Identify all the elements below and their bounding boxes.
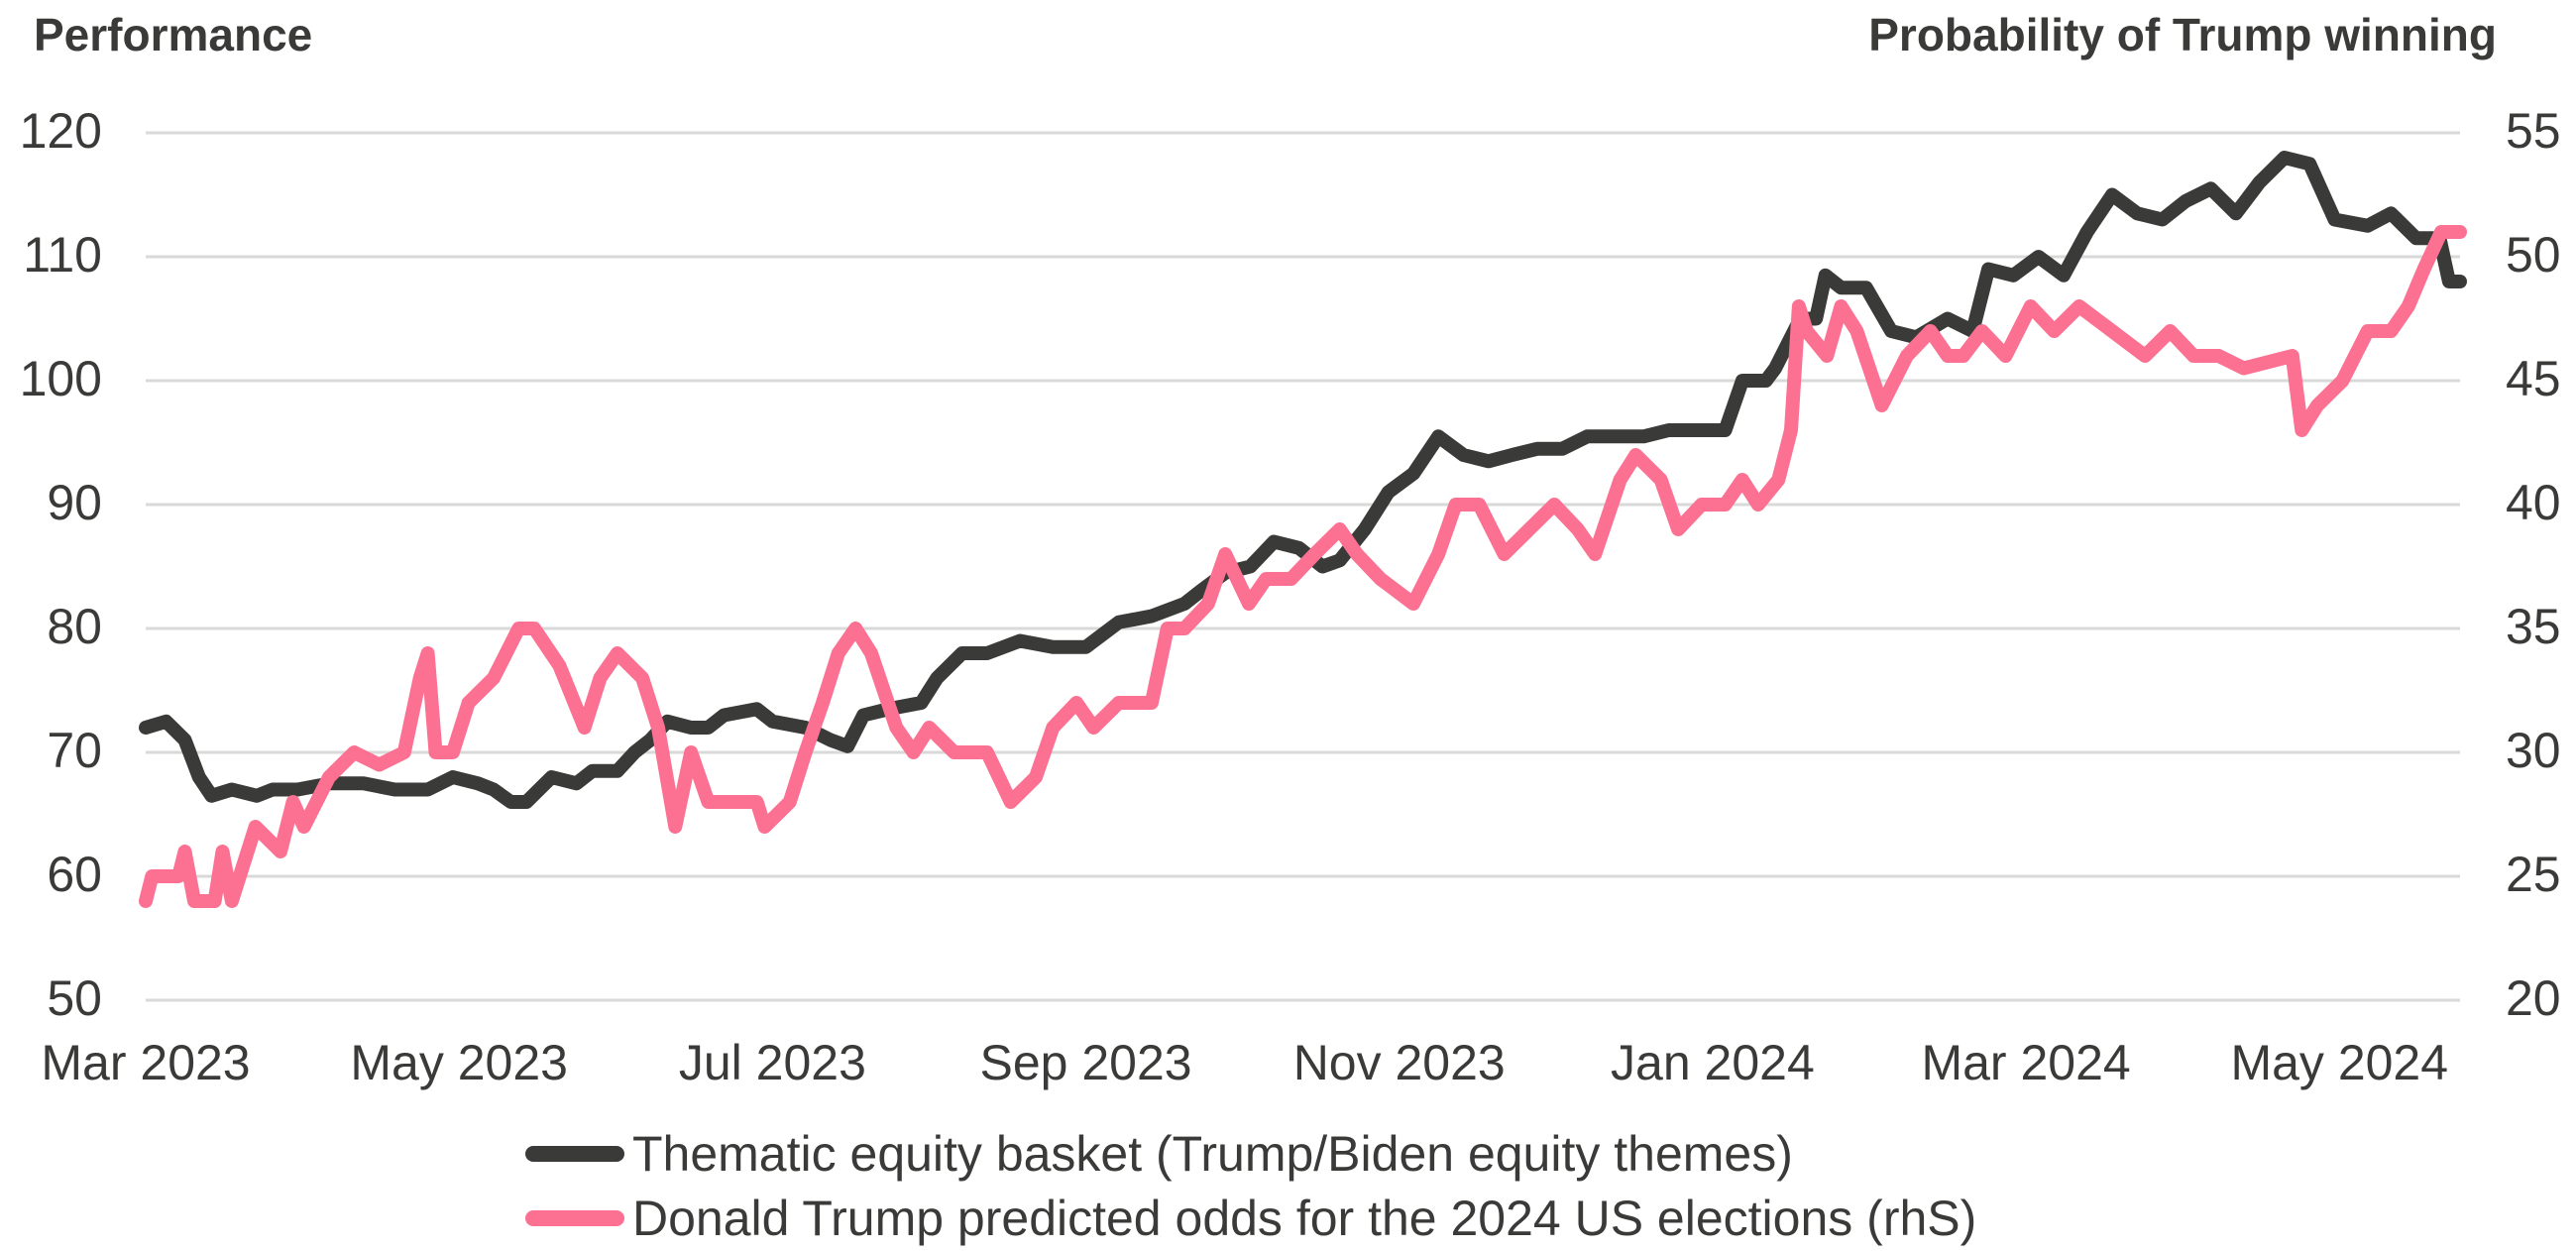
x-tick: Jan 2024 — [1611, 1035, 1815, 1090]
x-tick: Nov 2023 — [1292, 1035, 1506, 1090]
left-y-tick: 110 — [23, 227, 102, 283]
right-y-tick: 50 — [2506, 227, 2561, 283]
legend-swatch-odds — [525, 1210, 624, 1226]
right-y-tick: 30 — [2506, 723, 2561, 778]
x-tick: Mar 2024 — [1921, 1035, 2131, 1090]
legend-label-odds: Donald Trump predicted odds for the 2024… — [632, 1191, 1977, 1246]
right-y-tick: 40 — [2506, 475, 2561, 530]
legend-swatch-equity — [525, 1146, 624, 1162]
left-y-tick: 90 — [47, 475, 102, 530]
legend-label-equity: Thematic equity basket (Trump/Biden equi… — [632, 1126, 1793, 1182]
right-y-tick: 25 — [2506, 847, 2561, 902]
right-y-tick: 45 — [2506, 351, 2561, 406]
left-y-tick: 60 — [47, 847, 102, 902]
right-axis-title: Probability of Trump winning — [1868, 9, 2497, 60]
left-y-tick: 70 — [47, 723, 102, 778]
right-y-tick: 20 — [2506, 970, 2561, 1026]
trump-odds-line — [139, 225, 2467, 908]
left-y-tick: 100 — [19, 351, 102, 406]
x-tick: Mar 2023 — [41, 1035, 251, 1090]
left-y-tick: 120 — [19, 103, 102, 159]
right-y-tick: 55 — [2506, 103, 2561, 159]
equity-basket-line — [139, 151, 2467, 809]
x-tick: May 2023 — [350, 1035, 568, 1090]
legend-item-equity: Thematic equity basket (Trump/Biden equi… — [525, 1125, 1793, 1183]
x-tick: Jul 2023 — [678, 1035, 866, 1090]
left-y-tick: 80 — [47, 599, 102, 654]
left-y-tick: 50 — [47, 970, 102, 1026]
x-tick: Sep 2023 — [979, 1035, 1192, 1090]
legend-item-odds: Donald Trump predicted odds for the 2024… — [525, 1190, 1976, 1247]
x-tick: May 2024 — [2230, 1035, 2449, 1090]
right-y-tick: 35 — [2506, 599, 2561, 654]
left-axis-title: Performance — [34, 9, 313, 60]
